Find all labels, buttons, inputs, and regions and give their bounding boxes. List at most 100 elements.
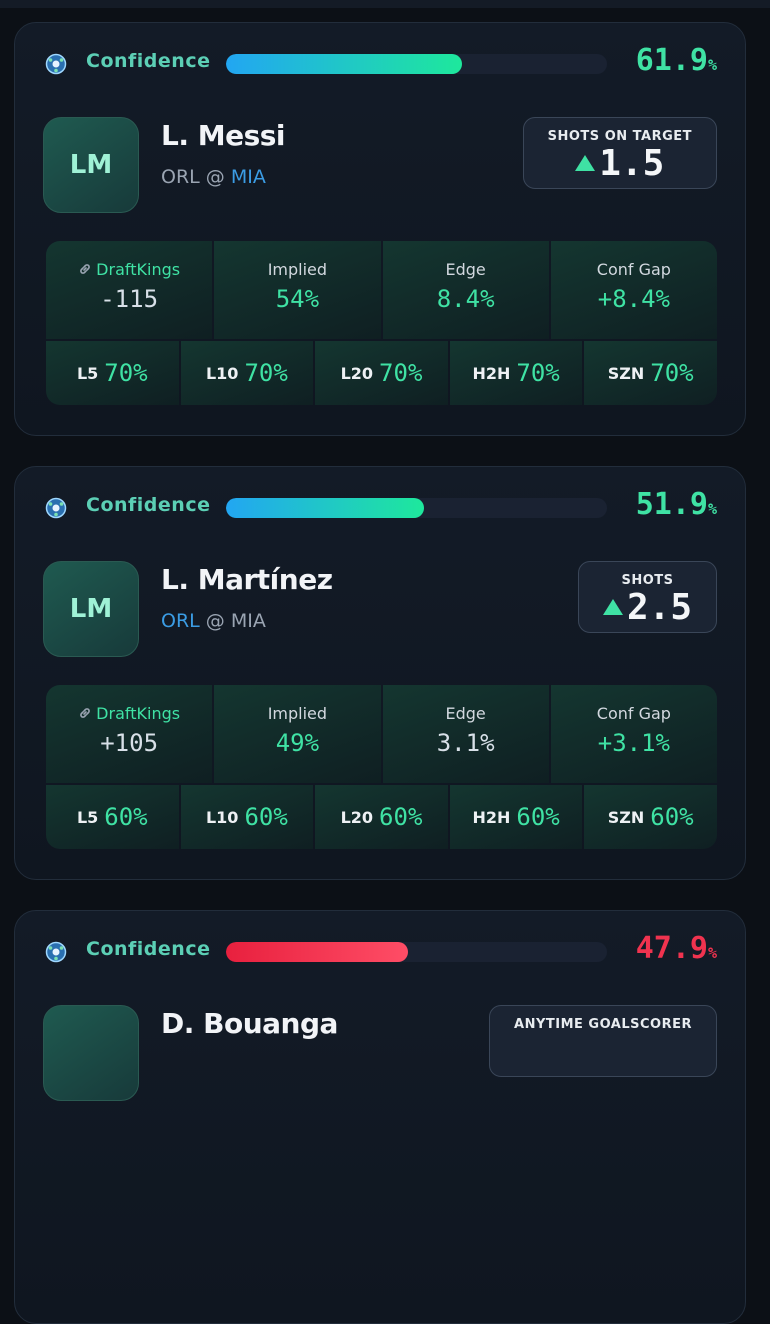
recent-value: 70% xyxy=(104,359,148,387)
recent-label: H2H xyxy=(472,807,511,827)
recent-label: L5 xyxy=(76,363,99,383)
stat-name: Implied xyxy=(267,260,328,279)
stat-name: DraftKings xyxy=(96,260,181,279)
stat-name: Implied xyxy=(267,704,328,723)
confidence-fill xyxy=(226,498,424,518)
stat-name: Conf Gap xyxy=(596,704,671,723)
stat-cell: Implied 49% xyxy=(214,685,381,783)
avatar: LM xyxy=(43,561,139,657)
matchup: ORL @ MIA xyxy=(161,166,266,188)
recent-value: 70% xyxy=(244,359,288,387)
confidence-label: Confidence xyxy=(86,494,211,516)
recent-label: SZN xyxy=(607,363,645,383)
stats-grid: DraftKings +105 Implied 49% Edge 3.1% Conf Gap… xyxy=(46,685,717,783)
recent-cell: SZN 60% xyxy=(584,785,717,849)
prop-line: 1.5 xyxy=(548,144,692,184)
confidence-fill xyxy=(226,942,409,962)
prop-line: 2.5 xyxy=(602,587,692,628)
confidence-number: 61.9 xyxy=(635,43,708,78)
line-value: 1.5 xyxy=(599,143,665,184)
recent-label: H2H xyxy=(472,363,511,383)
recent-value: 70% xyxy=(650,359,694,387)
confidence-number: 51.9 xyxy=(635,487,708,522)
home-team: MIA xyxy=(230,610,266,632)
recent-cell: H2H 70% xyxy=(449,341,583,405)
ball-icon xyxy=(45,497,67,519)
stat-label: DraftKings xyxy=(46,704,212,723)
recent-label: L10 xyxy=(205,363,239,383)
recent-grid: L5 60% L10 60% L20 60% H2H 60% SZN 60% xyxy=(46,785,717,849)
stat-label: DraftKings xyxy=(46,260,212,279)
recent-cell: L5 70% xyxy=(46,341,179,405)
top-strip xyxy=(0,0,770,8)
link-icon xyxy=(78,704,96,723)
recent-cell: L20 60% xyxy=(315,785,448,849)
stat-name: Edge xyxy=(445,704,486,723)
prediction-card[interactable]: Confidence 51.9% LM L. Martínez ORL @ MIA SHO… xyxy=(14,466,746,880)
stat-cell: Implied 54% xyxy=(214,241,381,339)
confidence-track xyxy=(226,942,607,962)
stat-value: 8.4% xyxy=(436,285,495,313)
stat-name: Conf Gap xyxy=(596,260,671,279)
confidence-suffix: % xyxy=(707,500,717,518)
link-icon xyxy=(78,260,96,279)
stat-label: Conf Gap xyxy=(551,704,717,723)
recent-value: 70% xyxy=(379,359,423,387)
stat-value: +105 xyxy=(100,729,159,757)
player-name: L. Martínez xyxy=(161,563,333,596)
stat-value: +3.1% xyxy=(597,729,670,757)
confidence-fill xyxy=(226,54,462,74)
stat-value: 3.1% xyxy=(436,729,495,757)
stat-cell: Edge 8.4% xyxy=(382,241,549,339)
away-team: ORL xyxy=(161,610,200,632)
over-arrow xyxy=(575,155,596,171)
confidence-label: Confidence xyxy=(86,938,211,960)
avatar xyxy=(43,1005,139,1101)
recent-label: L20 xyxy=(340,363,374,383)
confidence-number: 47.9 xyxy=(635,931,708,966)
confidence-value: 61.9% xyxy=(636,43,717,78)
stat-cell: Edge 3.1% xyxy=(382,685,549,783)
recent-cell: SZN 70% xyxy=(584,341,717,405)
confidence-label: Confidence xyxy=(86,50,211,72)
prediction-card[interactable]: Confidence 47.9% D. Bouanga ANYTIME GOALSCO… xyxy=(14,910,746,1324)
confidence-suffix: % xyxy=(707,56,717,74)
stat-name: DraftKings xyxy=(96,704,181,723)
over-arrow xyxy=(602,599,623,615)
recent-cell: L10 70% xyxy=(180,341,314,405)
recent-grid: L5 70% L10 70% L20 70% H2H 70% SZN 70% xyxy=(46,341,717,405)
line-value: 2.5 xyxy=(626,587,692,628)
recent-cell: L5 60% xyxy=(46,785,179,849)
prop-label: SHOTS xyxy=(621,573,674,588)
recent-value: 60% xyxy=(516,803,560,831)
recent-label: L5 xyxy=(76,807,99,827)
confidence-value: 47.9% xyxy=(636,931,717,966)
ball-icon xyxy=(45,941,67,963)
confidence-value: 51.9% xyxy=(636,487,717,522)
recent-label: SZN xyxy=(607,807,645,827)
stat-label: Implied xyxy=(214,260,380,279)
prop-box: ANYTIME GOALSCORER xyxy=(489,1005,717,1077)
matchup: ORL @ MIA xyxy=(161,610,266,632)
away-team: ORL xyxy=(161,166,200,188)
prop-box: SHOTS ON TARGET 1.5 xyxy=(522,117,717,189)
avatar: LM xyxy=(43,117,139,213)
stat-value: +8.4% xyxy=(597,285,670,313)
prop-box: SHOTS 2.5 xyxy=(577,561,717,633)
stats-grid: DraftKings -115 Implied 54% Edge 8.4% Conf Gap… xyxy=(46,241,717,339)
stat-cell: DraftKings -115 xyxy=(46,241,213,339)
stat-cell: Conf Gap +8.4% xyxy=(550,241,717,339)
home-team: MIA xyxy=(230,166,266,188)
stat-cell: Conf Gap +3.1% xyxy=(550,685,717,783)
recent-value: 60% xyxy=(244,803,288,831)
confidence-track xyxy=(226,54,607,74)
stat-label: Implied xyxy=(214,704,380,723)
prediction-card[interactable]: Confidence 61.9% LM L. Messi ORL @ MIA SHOTS … xyxy=(14,22,746,436)
ball-icon xyxy=(45,53,67,75)
recent-label: L20 xyxy=(340,807,374,827)
at-sign: @ xyxy=(205,610,225,632)
stat-value: 49% xyxy=(275,729,320,757)
stat-label: Edge xyxy=(383,704,549,723)
